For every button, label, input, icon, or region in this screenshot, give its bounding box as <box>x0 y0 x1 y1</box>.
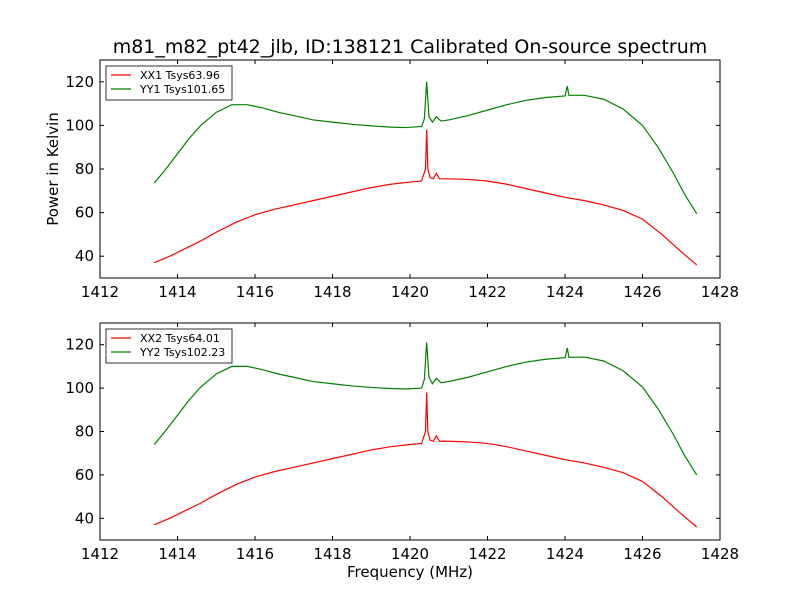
y-tick-label: 100 <box>65 116 94 134</box>
legend-label: XX2 Tsys64.01 <box>140 332 220 345</box>
x-tick-label: 1416 <box>236 283 274 301</box>
x-tick-label: 1412 <box>81 283 119 301</box>
plot-panel-2: 1412 1414 1416 1418 1420 1422 1424 1426 1428 40 60… <box>65 322 739 581</box>
x-tick-label: 1422 <box>468 545 506 563</box>
x-axis-label: Frequency (MHz) <box>347 563 473 581</box>
series-line-xx2 <box>154 392 698 528</box>
y-tick-label: 80 <box>75 423 94 441</box>
y-tick-label: 120 <box>65 73 94 91</box>
y-tick-label: 40 <box>75 509 94 527</box>
y-tick-label: 80 <box>75 160 94 178</box>
x-tick-label: 1412 <box>81 545 119 563</box>
x-tick-label: 1428 <box>701 283 739 301</box>
y-axis-label: Power in Kelvin <box>44 112 62 226</box>
y-tick-label: 100 <box>65 379 94 397</box>
series-line-xx1 <box>154 129 698 266</box>
x-tick-label: 1424 <box>546 545 584 563</box>
x-tick-label: 1426 <box>623 545 661 563</box>
legend-label: XX1 Tsys63.96 <box>140 69 220 82</box>
legend-label: YY2 Tsys102.23 <box>139 346 225 359</box>
x-tick-label: 1422 <box>468 283 506 301</box>
x-tick-label: 1416 <box>236 545 274 563</box>
legend-box <box>105 328 233 364</box>
plot-panel-1: 1412 1414 1416 1418 1420 1422 1424 1426 1428 40 60… <box>44 36 739 301</box>
y-tick-label: 40 <box>75 247 94 265</box>
y-tick-label: 120 <box>65 336 94 354</box>
y-tick-label: 60 <box>75 204 94 222</box>
x-tick-label: 1426 <box>623 283 661 301</box>
legend-box <box>105 65 233 101</box>
x-tick-label: 1418 <box>313 545 351 563</box>
chart-title: m81_m82_pt42_jlb, ID:138121 Calibrated O… <box>113 36 708 58</box>
x-tick-label: 1428 <box>701 545 739 563</box>
legend-label: YY1 Tsys101.65 <box>139 83 225 96</box>
x-tick-label: 1420 <box>391 283 429 301</box>
x-tick-label: 1414 <box>158 283 196 301</box>
x-tick-label: 1418 <box>313 283 351 301</box>
x-tick-label: 1420 <box>391 545 429 563</box>
series-line-yy1 <box>153 81 698 215</box>
x-tick-label: 1424 <box>546 283 584 301</box>
y-tick-label: 60 <box>75 466 94 484</box>
x-tick-label: 1414 <box>158 545 196 563</box>
series-line-yy2 <box>153 342 698 476</box>
